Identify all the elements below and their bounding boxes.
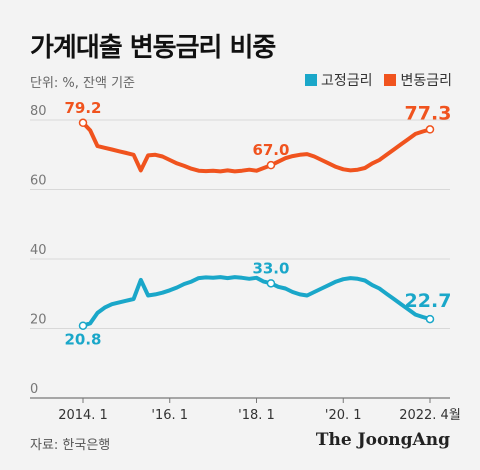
y-tick-label: 40 (30, 243, 47, 258)
brand-logo: The JoongAng (315, 430, 450, 450)
x-tick-label: 2022. 4월 (399, 408, 461, 423)
data-point-marker (266, 160, 276, 170)
y-tick-label: 60 (30, 174, 47, 189)
y-tick-label: 0 (30, 382, 38, 397)
legend-label-variable: 변동금리 (400, 73, 452, 89)
data-point-marker (78, 118, 88, 128)
data-label: 67.0 (252, 141, 289, 159)
legend-item-fixed: 고정금리 (304, 70, 373, 90)
x-tick-label: '16. 1 (151, 408, 188, 423)
unit-note: 단위: %, 잔액 기준 (30, 76, 136, 91)
data-point-marker (425, 125, 435, 134)
series-line-variable (81, 120, 432, 174)
data-point-marker (425, 314, 435, 324)
legend-swatch-fixed (304, 74, 317, 86)
data-label: 33.0 (252, 259, 289, 277)
x-tick-label: '20. 1 (325, 408, 362, 423)
series-line-fixed (81, 275, 432, 328)
data-point-marker (266, 279, 276, 288)
data-label: 22.7 (405, 290, 452, 312)
legend-swatch-variable (384, 74, 397, 86)
data-label: 79.2 (64, 99, 101, 117)
source-note: 자료: 한국은행 (30, 438, 111, 453)
legend-label-fixed: 고정금리 (320, 73, 373, 89)
chart-title: 가계대출 변동금리 비중 (30, 33, 276, 63)
data-point-marker (78, 321, 88, 330)
data-label: 20.8 (64, 331, 101, 349)
data-label: 77.3 (405, 102, 452, 124)
y-tick-label: 20 (30, 313, 47, 328)
legend: 고정금리 변동금리 (304, 70, 452, 90)
y-tick-label: 80 (30, 104, 47, 119)
legend-item-variable: 변동금리 (384, 70, 452, 90)
x-tick-label: 2014. 1 (58, 408, 108, 423)
x-tick-label: '18. 1 (238, 408, 275, 423)
